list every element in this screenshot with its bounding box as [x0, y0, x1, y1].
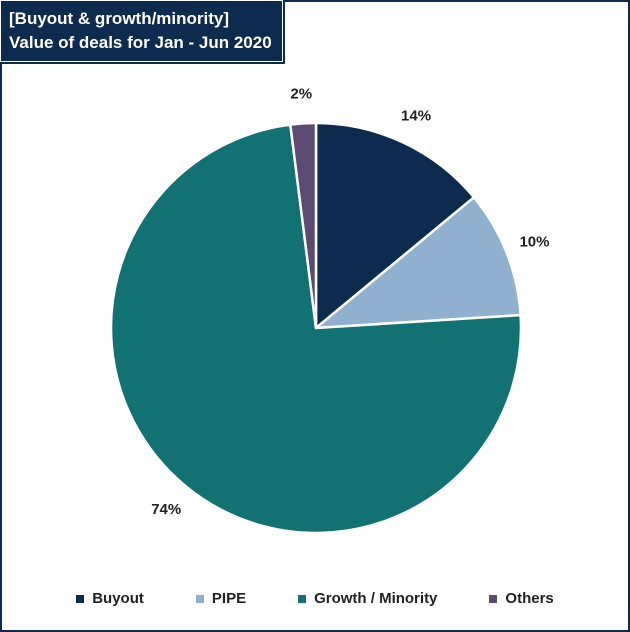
- pie-slice-growth-minority: [109, 123, 523, 535]
- pie-slice-buyout: [314, 121, 476, 331]
- pie-slice-others: [288, 121, 318, 329]
- legend-label-others: Others: [505, 590, 554, 607]
- data-label-growth-minority: 74%: [151, 501, 181, 518]
- pie-chart: 14% 10% 74% 2%: [109, 85, 550, 535]
- chart-title: [Buyout & growth/minority] Value of deal…: [0, 0, 283, 62]
- legend-label-pipe: PIPE: [211, 590, 247, 607]
- legend-item-others: Others: [489, 590, 554, 607]
- legend-label-buyout: Buyout: [92, 590, 144, 607]
- legend-label-growth-minority: Growth / Minority: [314, 590, 438, 607]
- legend-swatch-pipe: [195, 594, 204, 603]
- legend-item-buyout: Buyout: [76, 590, 144, 607]
- legend-swatch-growth-minority: [298, 594, 307, 603]
- data-label-pipe: 10%: [519, 233, 549, 250]
- legend-item-growth-minority: Growth / Minority: [298, 590, 437, 607]
- chart-title-line2: Value of deals for Jan - Jun 2020: [9, 33, 272, 52]
- legend: Buyout PIPE Growth / Minority Others: [0, 590, 630, 607]
- chart-title-line1: [Buyout & growth/minority]: [9, 9, 230, 28]
- legend-swatch-others: [489, 594, 498, 603]
- pie-slice-pipe: [312, 195, 522, 330]
- legend-item-pipe: PIPE: [195, 590, 247, 607]
- data-label-others: 2%: [290, 85, 312, 102]
- data-label-buyout: 14%: [401, 107, 431, 124]
- legend-swatch-buyout: [76, 594, 85, 603]
